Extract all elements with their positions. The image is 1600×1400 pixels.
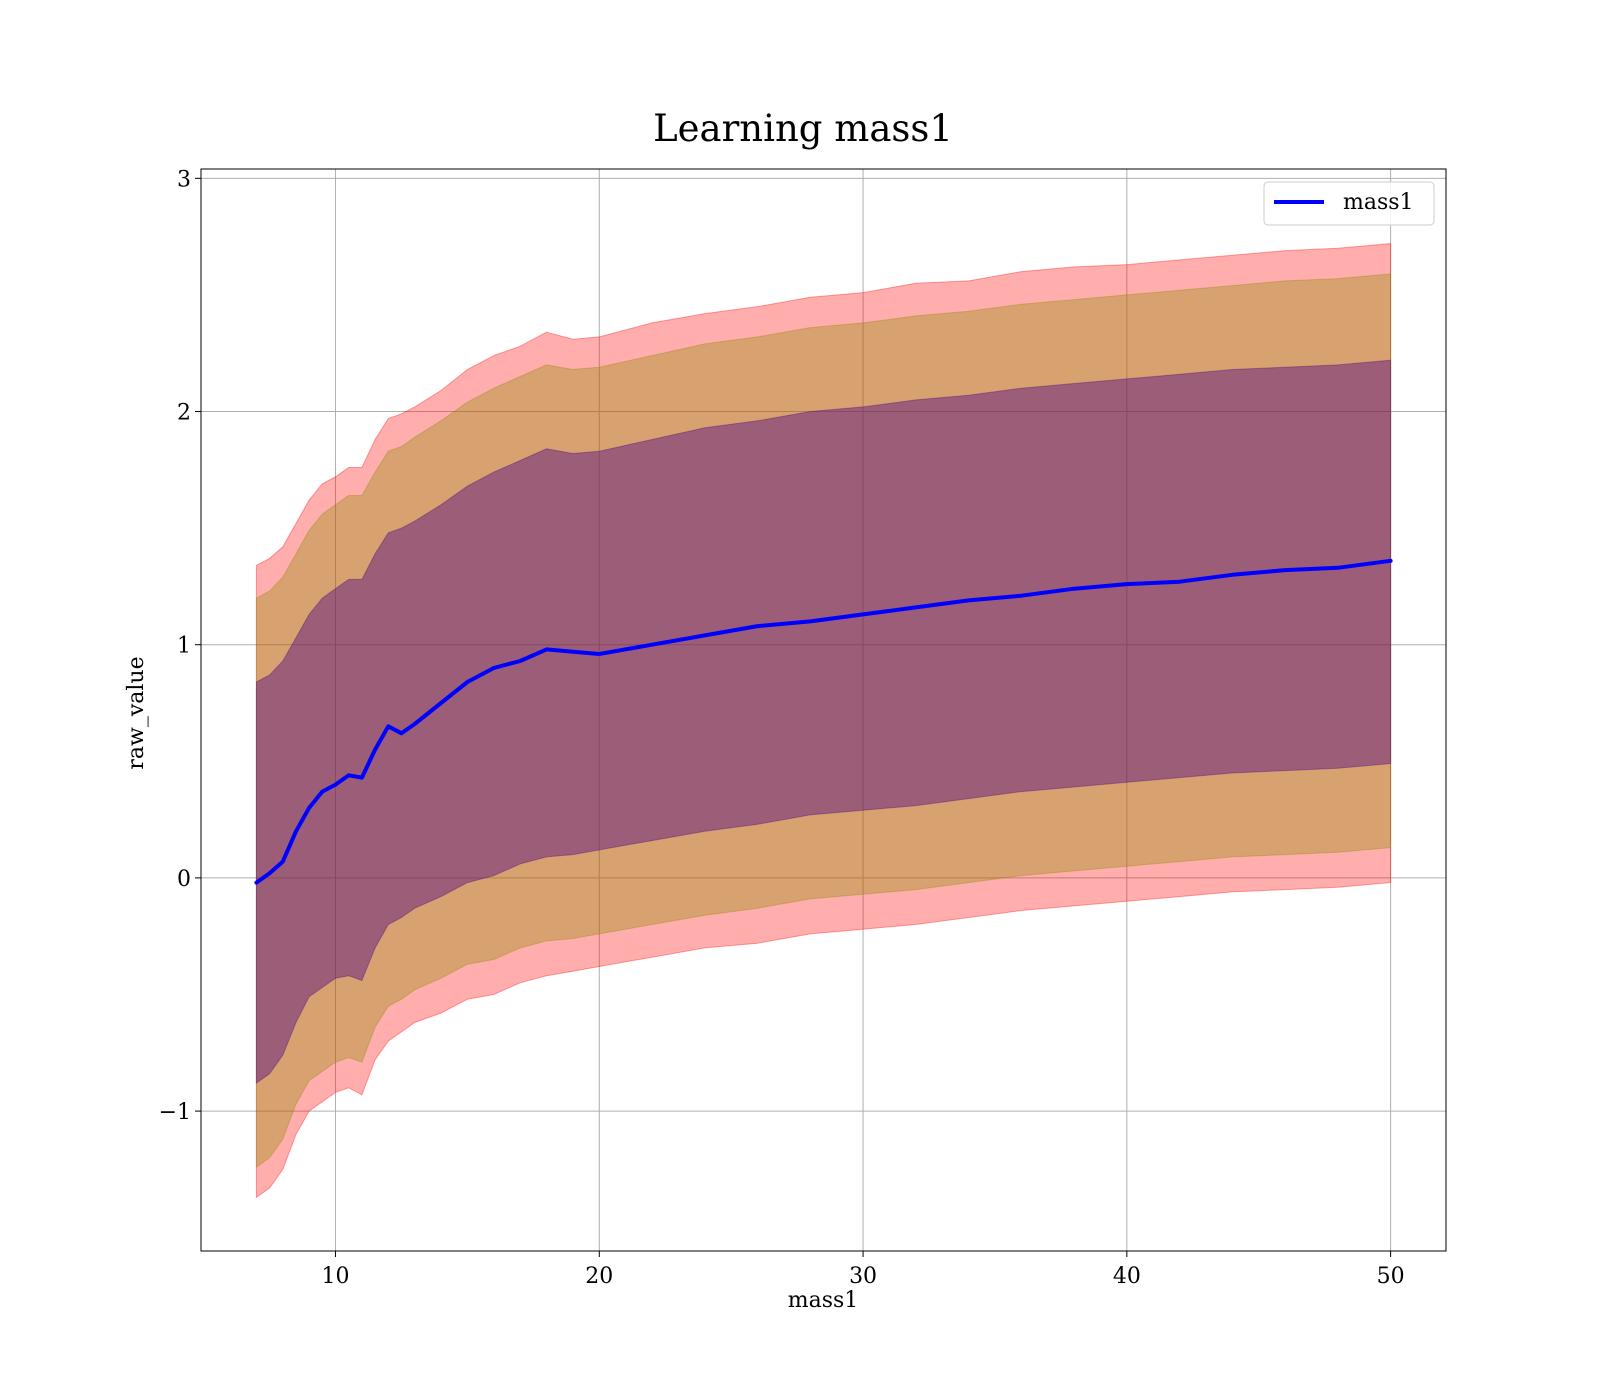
series-line-mass1 bbox=[254, 558, 1393, 885]
grid bbox=[201, 169, 1446, 1251]
x-tick-label: 50 bbox=[1377, 1264, 1405, 1289]
band-inner bbox=[255, 359, 1392, 1085]
x-tick-label: 30 bbox=[849, 1264, 877, 1289]
x-axis-label: mass1 bbox=[788, 1288, 859, 1313]
series-lines bbox=[254, 558, 1393, 885]
legend: mass1 bbox=[1263, 181, 1435, 226]
axis-ticks: 10 20 30 40 50 −1 0 1 2 3 bbox=[159, 167, 1405, 1289]
plot-area-frame bbox=[200, 168, 1447, 1252]
y-tick-label: 3 bbox=[177, 167, 191, 192]
y-tick-label: 2 bbox=[177, 401, 191, 426]
y-tick-label: −1 bbox=[159, 1100, 191, 1125]
band-middle bbox=[255, 273, 1392, 1169]
confidence-bands bbox=[255, 243, 1392, 1199]
band-outer bbox=[255, 243, 1392, 1199]
y-tick-label: 0 bbox=[177, 867, 191, 892]
chart-title: Learning mass1 bbox=[653, 107, 953, 150]
y-tick-label: 1 bbox=[177, 634, 191, 659]
legend-box bbox=[1263, 181, 1435, 226]
y-axis-label: raw_value bbox=[124, 656, 149, 769]
x-tick-label: 40 bbox=[1113, 1264, 1141, 1289]
x-tick-label: 10 bbox=[322, 1264, 350, 1289]
legend-label-mass1: mass1 bbox=[1343, 190, 1414, 215]
x-tick-label: 20 bbox=[585, 1264, 613, 1289]
